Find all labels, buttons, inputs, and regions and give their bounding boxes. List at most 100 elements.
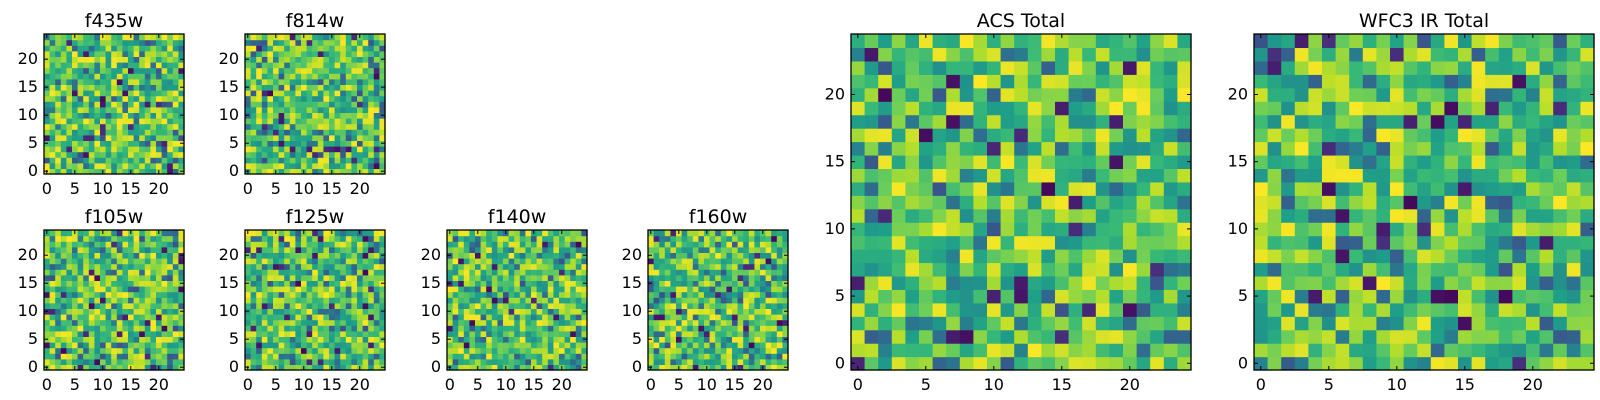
heatmap-cell <box>959 87 974 102</box>
heatmap-cell <box>704 235 711 242</box>
heatmap-cell <box>1539 235 1554 250</box>
heatmap-cell <box>245 286 252 293</box>
heatmap-cell <box>55 56 62 63</box>
heatmap-cell <box>334 342 341 349</box>
heatmap-cell <box>373 230 380 237</box>
heatmap-cell <box>1294 168 1309 183</box>
heatmap-cell <box>946 168 961 183</box>
heatmap-cell <box>732 308 739 315</box>
heatmap-cell <box>373 118 380 125</box>
heatmap-cell <box>1000 195 1015 210</box>
x-tick-label: 0 <box>853 375 863 394</box>
heatmap-cell <box>368 358 375 365</box>
heatmap-cell <box>323 319 330 326</box>
heatmap-cell <box>144 151 151 158</box>
heatmap-cell <box>1417 235 1432 250</box>
heatmap-cell <box>760 314 767 321</box>
heatmap-cell <box>362 84 369 91</box>
heatmap-cell <box>1082 60 1097 75</box>
heatmap-cell <box>111 297 118 304</box>
heatmap-cell <box>653 280 660 287</box>
heatmap-cell <box>776 353 783 360</box>
heatmap-cell <box>542 235 549 242</box>
heatmap-cell <box>66 314 73 321</box>
heatmap-cell <box>256 34 263 41</box>
heatmap-cell <box>88 157 95 164</box>
heatmap-cell <box>312 330 319 337</box>
heatmap-cell <box>475 325 482 332</box>
heatmap-cell <box>150 45 157 52</box>
heatmap-cell <box>653 297 660 304</box>
heatmap-cell <box>94 50 101 57</box>
heatmap-cell <box>172 230 179 237</box>
heatmap-cell <box>547 258 554 265</box>
heatmap-cell <box>144 168 151 175</box>
heatmap-cell <box>317 330 324 337</box>
heatmap-cell <box>581 274 588 281</box>
heatmap-cell <box>1082 181 1097 196</box>
heatmap-cell <box>720 347 727 354</box>
heatmap-cell <box>1027 275 1042 290</box>
heatmap-cell <box>44 129 51 136</box>
heatmap-cell <box>273 95 280 102</box>
heatmap-cell <box>267 34 274 41</box>
heatmap-cell <box>1082 34 1097 49</box>
heatmap-cell <box>167 157 174 164</box>
heatmap-cell <box>782 274 789 281</box>
heatmap-cell <box>161 364 168 371</box>
heatmap-cell <box>306 90 313 97</box>
heatmap-cell <box>139 84 146 91</box>
heatmap-cell <box>497 358 504 365</box>
heatmap-cell <box>1163 141 1178 156</box>
heatmap-cell <box>116 168 123 175</box>
heatmap-cell <box>278 330 285 337</box>
heatmap-cell <box>659 336 666 343</box>
heatmap-cell <box>1458 195 1473 210</box>
heatmap-cell <box>559 319 566 326</box>
heatmap-cell <box>261 73 268 80</box>
heatmap-cell <box>878 154 893 169</box>
heatmap-cell <box>317 45 324 52</box>
heatmap-cell <box>373 112 380 119</box>
heatmap-cell <box>732 280 739 287</box>
heatmap-cell <box>368 39 375 46</box>
heatmap-cell <box>653 252 660 259</box>
heatmap-cell <box>447 314 454 321</box>
heatmap-cell <box>317 123 324 130</box>
heatmap-cell <box>156 45 163 52</box>
heatmap-cell <box>851 87 866 102</box>
heatmap-cell <box>458 336 465 343</box>
heatmap-cell <box>278 34 285 41</box>
heatmap-cell <box>648 325 655 332</box>
heatmap-cell <box>891 235 906 250</box>
heatmap-cell <box>1566 316 1581 331</box>
heatmap-cell <box>514 235 521 242</box>
heatmap-cell <box>150 319 157 326</box>
heatmap-cell <box>480 269 487 276</box>
heatmap-cell <box>670 269 677 276</box>
heatmap-cell <box>1163 74 1178 89</box>
heatmap-cell <box>959 249 974 264</box>
heatmap-cell <box>581 269 588 276</box>
heatmap-cell <box>301 252 308 259</box>
heatmap-cell <box>1082 356 1097 371</box>
heatmap-cell <box>77 325 84 332</box>
heatmap-cell <box>133 78 140 85</box>
heatmap-cell <box>547 252 554 259</box>
heatmap-cell <box>306 302 313 309</box>
heatmap-cell <box>726 347 733 354</box>
heatmap-cell <box>150 358 157 365</box>
heatmap-cell <box>345 235 352 242</box>
heatmap-cell <box>486 325 493 332</box>
heatmap-cell <box>301 325 308 332</box>
heatmap-cell <box>1014 356 1029 371</box>
heatmap-cell <box>664 258 671 265</box>
heatmap-cell <box>687 230 694 237</box>
heatmap-cell <box>351 151 358 158</box>
heatmap-cell <box>1308 343 1323 358</box>
heatmap-cell <box>362 286 369 293</box>
heatmap-cell <box>323 342 330 349</box>
heatmap-cell <box>261 84 268 91</box>
heatmap-cell <box>351 302 358 309</box>
heatmap-cell <box>748 325 755 332</box>
